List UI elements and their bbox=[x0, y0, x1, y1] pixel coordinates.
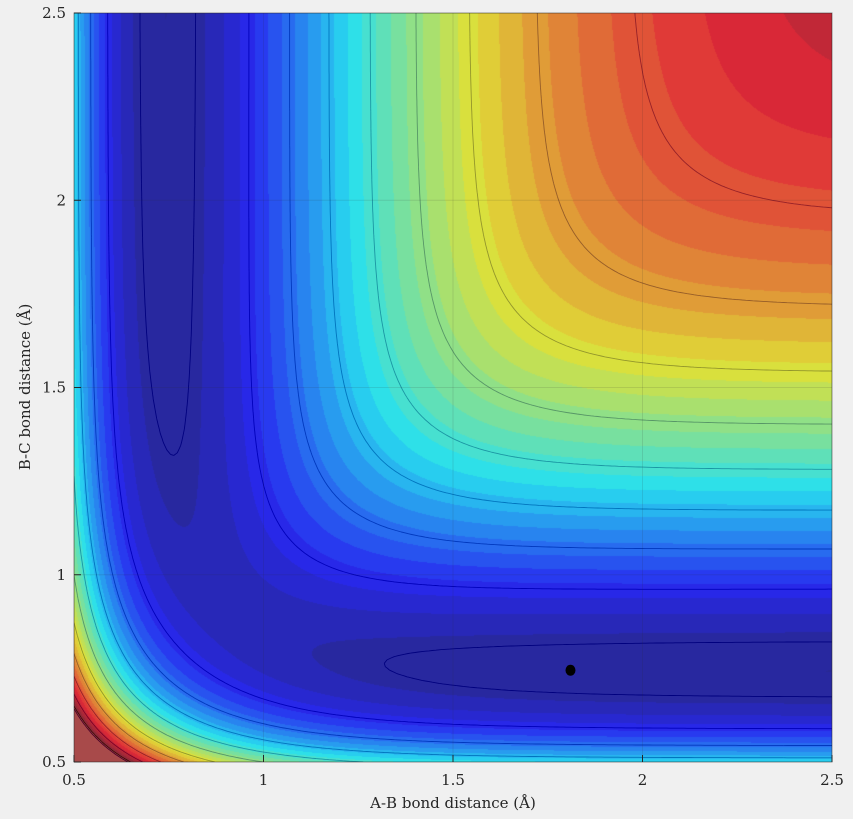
contour-line bbox=[74, 708, 129, 762]
contour-line bbox=[77, 13, 832, 759]
y-axis-label: B-C bond distance (Å) bbox=[16, 304, 34, 471]
contour-line-boundary bbox=[74, 705, 131, 762]
contour-line bbox=[74, 13, 832, 762]
contour-line bbox=[74, 13, 832, 762]
x-axis: 0.5 1 1.5 2 2.5 bbox=[62, 755, 844, 789]
contour-line bbox=[74, 13, 832, 762]
contour-line bbox=[107, 13, 832, 730]
contour-line bbox=[90, 13, 832, 746]
x-tick-label: 1.5 bbox=[441, 771, 465, 789]
plot-area bbox=[74, 13, 832, 762]
y-tick-label: 1.5 bbox=[42, 379, 66, 397]
contour-line bbox=[139, 13, 832, 698]
contour-line bbox=[74, 13, 832, 762]
trajectory-point-marker bbox=[565, 664, 576, 676]
x-tick-label: 0.5 bbox=[62, 771, 86, 789]
x-tick-label: 2.5 bbox=[820, 771, 844, 789]
x-tick-label: 2 bbox=[638, 771, 648, 789]
y-tick-label: 0.5 bbox=[42, 753, 66, 771]
x-tick-label: 1 bbox=[259, 771, 269, 789]
contour-line bbox=[74, 693, 143, 762]
contour-line bbox=[74, 13, 832, 762]
y-tick-label: 2 bbox=[56, 191, 66, 209]
y-axis: 0.5 1 1.5 2 2.5 bbox=[42, 4, 81, 771]
x-axis-label: A-B bond distance (Å) bbox=[369, 794, 536, 812]
y-tick-label: 2.5 bbox=[42, 4, 66, 22]
grid-lines bbox=[74, 13, 832, 762]
energy-surface bbox=[74, 13, 832, 762]
contour-lines bbox=[74, 13, 832, 762]
y-tick-label: 1 bbox=[56, 566, 66, 584]
